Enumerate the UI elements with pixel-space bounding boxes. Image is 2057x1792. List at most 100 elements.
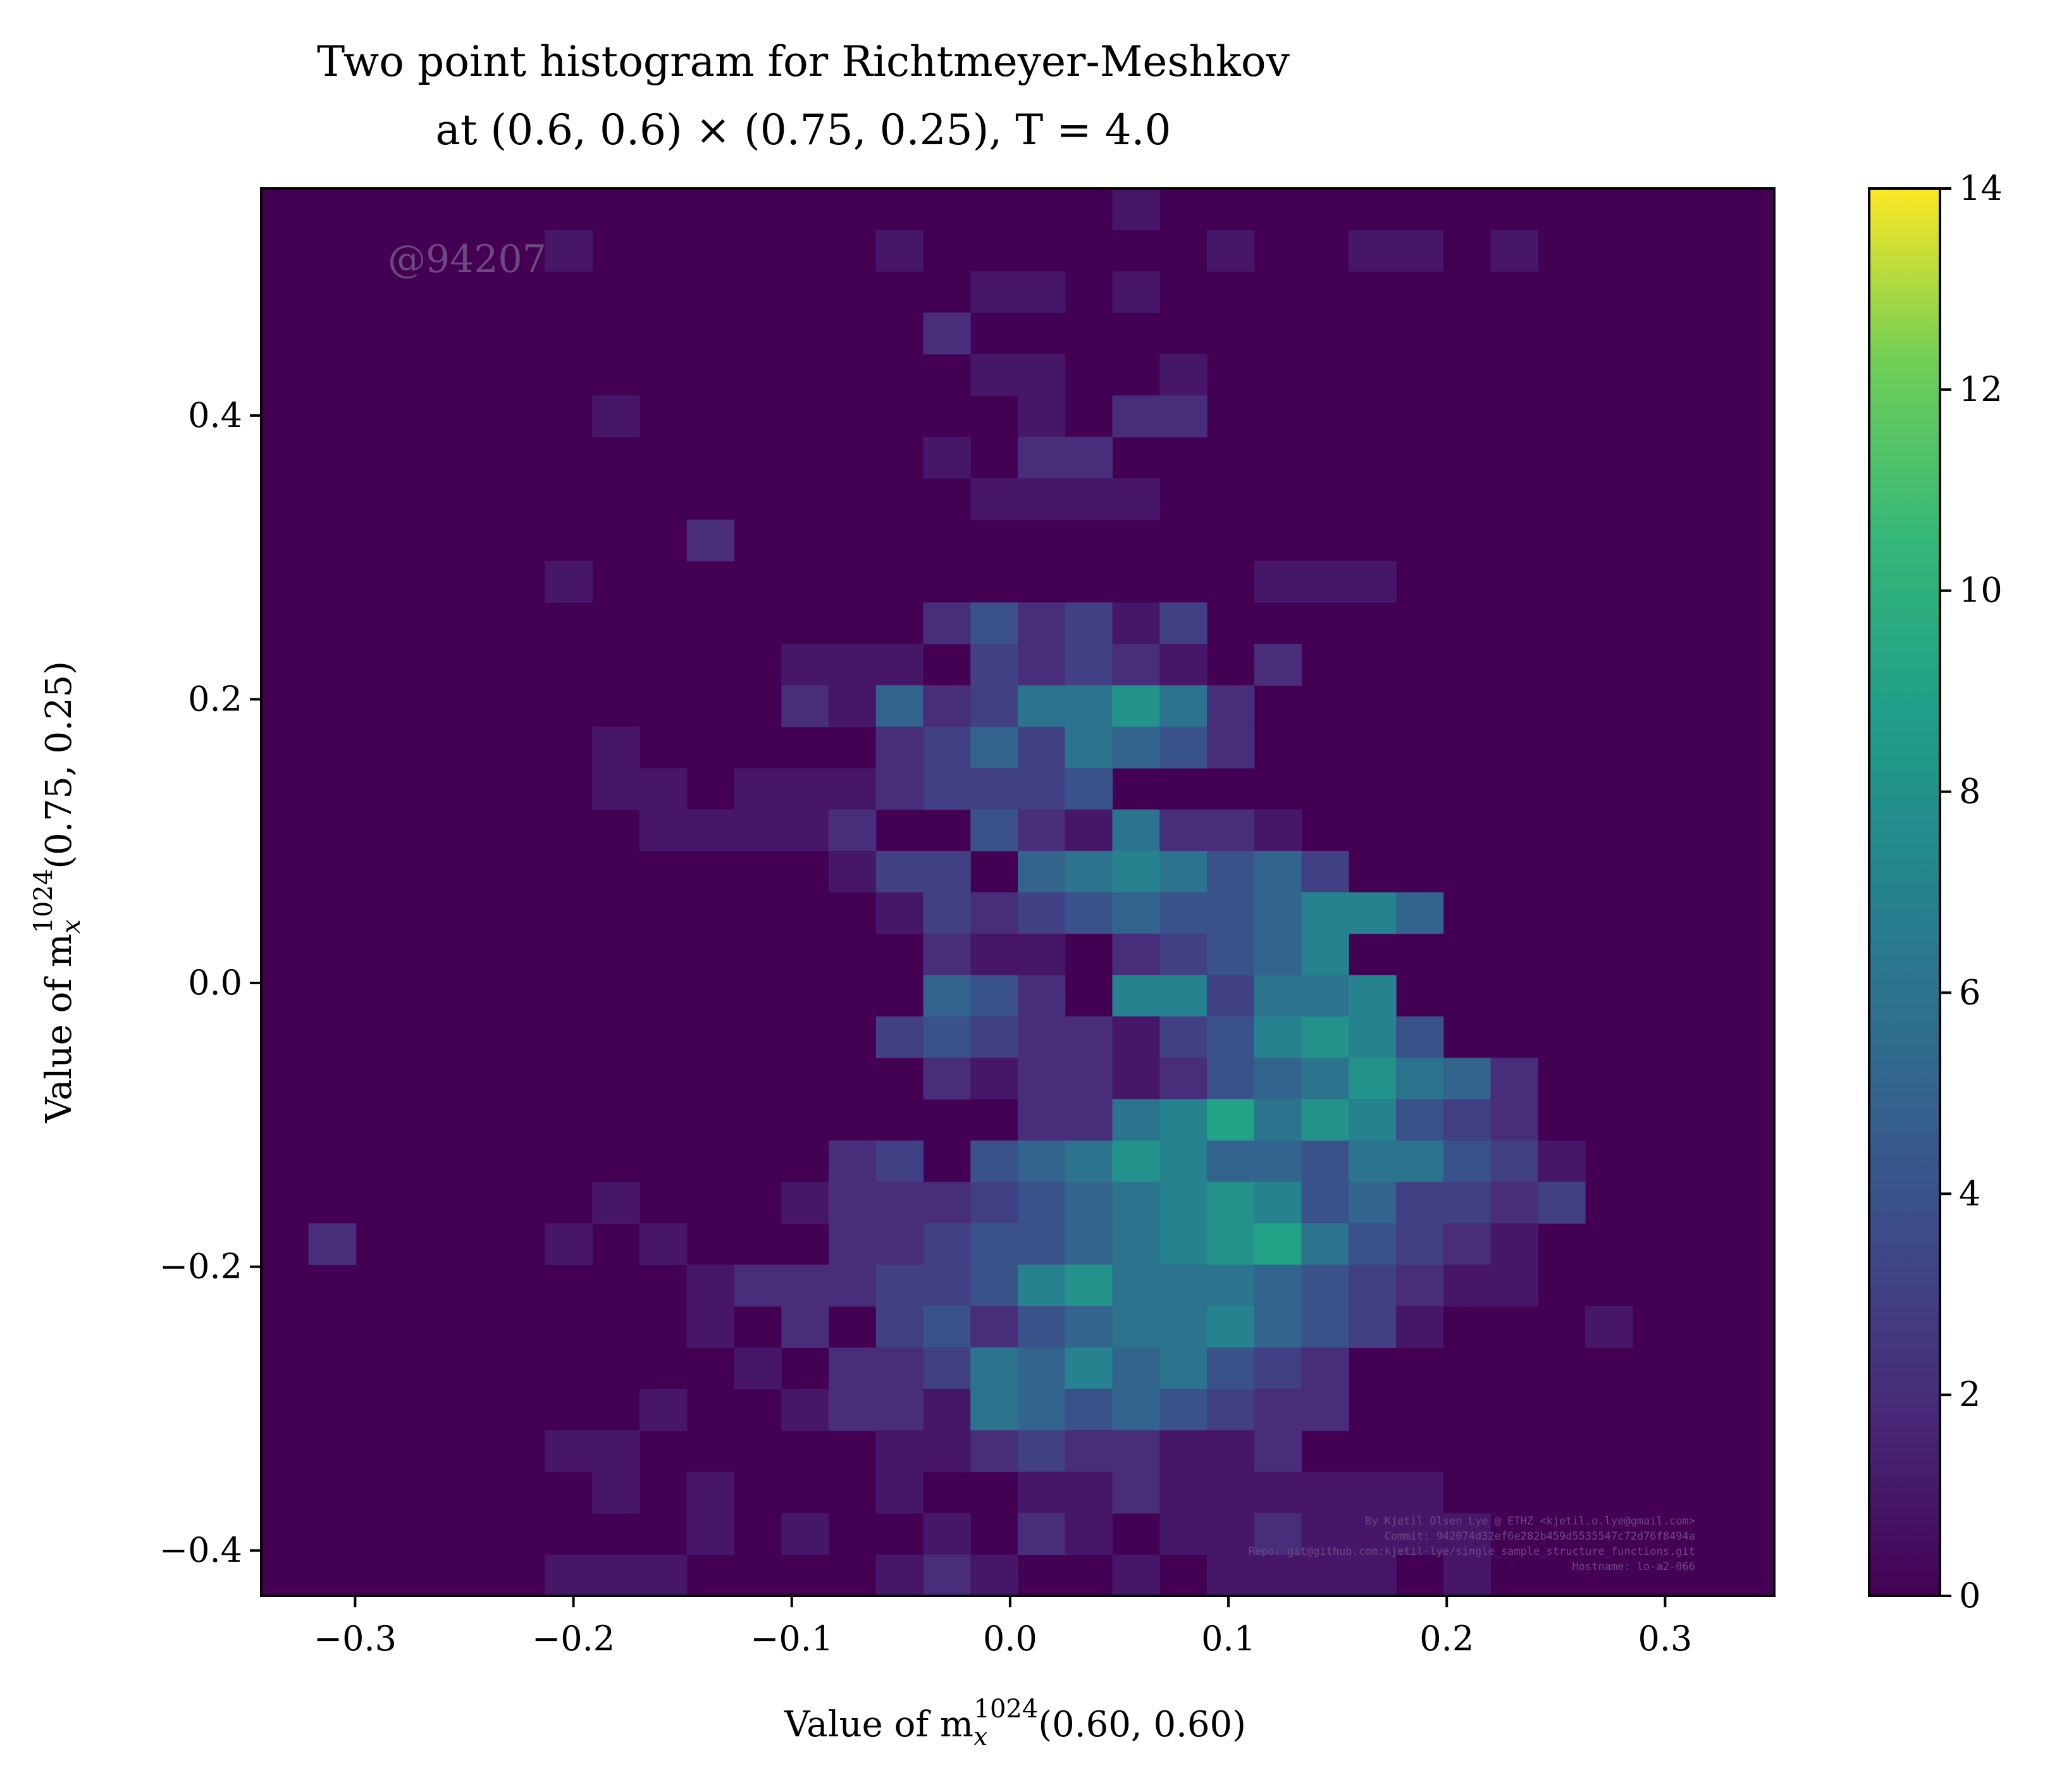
histogram-bin [970, 1347, 1018, 1390]
histogram-bin [1443, 1554, 1492, 1597]
histogram-bin [1349, 1016, 1397, 1058]
histogram-bin [1301, 1058, 1349, 1100]
histogram-bin [875, 230, 924, 272]
histogram-bin [875, 851, 924, 893]
histogram-bin [1254, 1099, 1302, 1141]
histogram-bin [1018, 685, 1066, 727]
x-axis-label-sup: 1024 [974, 1695, 1039, 1724]
histogram-bin [1159, 933, 1208, 975]
x-tick-label: −0.2 [532, 1619, 615, 1659]
histogram-bin [1065, 768, 1113, 810]
histogram-bin [829, 851, 877, 893]
histogram-bin [1301, 1471, 1349, 1514]
histogram-bin [1112, 1347, 1160, 1390]
y-axis-label: Value of mx1024(0.75, 0.25) [29, 661, 86, 1123]
histogram-bin [970, 1264, 1018, 1307]
histogram-bin [923, 1306, 971, 1348]
histogram-bin [1301, 1513, 1349, 1555]
histogram-bin [1301, 1140, 1349, 1183]
credits-block: By Kjetil Olsen Lye @ ETHZ <kjetil.o.lye… [1249, 1515, 1695, 1573]
histogram-bin [923, 1058, 971, 1100]
histogram-bin [592, 1471, 640, 1514]
histogram-bin [829, 1264, 877, 1307]
y-axis-label-prefix: Value of m [39, 934, 80, 1123]
histogram-bin [1112, 271, 1160, 313]
histogram-bin [545, 1223, 593, 1266]
histogram-bin [1254, 1388, 1302, 1431]
histogram-bin [1065, 1388, 1113, 1431]
histogram-bin [1254, 1306, 1302, 1348]
histogram-bin [1396, 1058, 1444, 1100]
histogram-bin [1159, 1099, 1208, 1141]
histogram-bin [923, 436, 971, 479]
histogram-bin [1018, 354, 1066, 396]
histogram-bin [1301, 1264, 1349, 1307]
histogram-bin [1065, 851, 1113, 893]
histogram-bin [1018, 975, 1066, 1017]
histogram-bin [1018, 809, 1066, 851]
histogram-bin [545, 230, 593, 272]
histogram-bin [1254, 851, 1302, 893]
histogram-bin [1254, 1430, 1302, 1473]
histogram-bin [1018, 436, 1066, 479]
histogram-bin [1349, 230, 1397, 272]
credit-line-repo: Repo: git@github.com:kjetil-lye/single_s… [1249, 1545, 1695, 1558]
histogram-bin [781, 1513, 829, 1555]
histogram-bin [1349, 560, 1397, 603]
histogram-bin [1159, 1430, 1208, 1473]
histogram-bin [1159, 1347, 1208, 1390]
histogram-bin [781, 643, 829, 686]
histogram-bin [1207, 975, 1255, 1017]
histogram-bin [923, 851, 971, 893]
histogram-bin [1396, 1182, 1444, 1224]
histogram-bin [592, 1554, 640, 1597]
histogram-bin [1112, 478, 1160, 521]
histogram-bin [1490, 1223, 1538, 1266]
histogram-bin [1349, 1058, 1397, 1100]
histogram-bin [875, 726, 924, 769]
histogram-bin [1112, 1554, 1160, 1597]
colorbar-tick-label: 14 [1959, 168, 2003, 208]
histogram-bin [970, 809, 1018, 851]
histogram-bin [1396, 1140, 1444, 1183]
histogram-bin [1065, 809, 1113, 851]
histogram-bin [1159, 1223, 1208, 1266]
histogram-bin [1207, 1264, 1255, 1307]
histogram-bin [1065, 436, 1113, 479]
histogram-bin [1301, 1388, 1349, 1431]
histogram-bin [1159, 395, 1208, 438]
histogram-bin [1301, 851, 1349, 893]
histogram-bin [829, 1223, 877, 1266]
histogram-bin [923, 1182, 971, 1224]
histogram-bin [1490, 1058, 1538, 1100]
histogram-bin [970, 685, 1018, 727]
x-tick-label: 0.3 [1638, 1619, 1692, 1659]
histogram-bin [1065, 1430, 1113, 1473]
histogram-bin [875, 1264, 924, 1307]
histogram-bin [829, 685, 877, 727]
histogram-bin [875, 1016, 924, 1058]
histogram-bin [1112, 726, 1160, 769]
histogram-bin [1207, 726, 1255, 769]
histogram-bin [1443, 1058, 1492, 1100]
colorbar-tick-label: 12 [1959, 369, 2003, 409]
histogram-bin [734, 768, 782, 810]
histogram-bin [970, 1016, 1018, 1058]
histogram-bin [686, 1471, 735, 1514]
histogram-bin [1159, 892, 1208, 934]
histogram-bin [875, 1306, 924, 1348]
histogram-bin [1112, 1388, 1160, 1431]
y-tick-label: 0.4 [188, 395, 242, 435]
histogram-bin [1207, 230, 1255, 272]
histogram-bin [1018, 1471, 1066, 1514]
x-axis-label-sub: x [973, 1722, 988, 1752]
histogram-bin [970, 1140, 1018, 1183]
histogram-bin [1538, 1182, 1586, 1224]
histogram-bin [1396, 1264, 1444, 1307]
histogram-bin [1065, 1513, 1113, 1555]
histogram-bin [875, 1223, 924, 1266]
histogram-bin [1301, 975, 1349, 1017]
histogram-bin [1349, 1223, 1397, 1266]
histogram-bin [970, 1388, 1018, 1431]
